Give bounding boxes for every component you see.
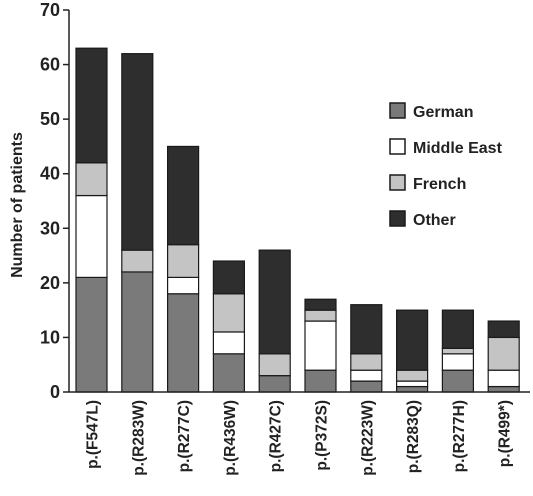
bar-segment: [75, 47, 108, 164]
bar-segment: [304, 298, 337, 311]
legend: German Middle East French Other: [389, 102, 503, 229]
y-tick-label: 0: [50, 382, 60, 402]
x-tick-label: p.(R427C): [268, 400, 285, 472]
bar-segment: [212, 293, 245, 333]
bar-segment: [167, 276, 200, 295]
y-axis-title: Number of patients: [9, 132, 26, 278]
bar-segment: [396, 309, 429, 371]
x-tick-label: p.(R283W): [130, 400, 147, 476]
bar-segment: [304, 369, 337, 393]
bar-segment: [304, 309, 337, 322]
y-tick-label: 20: [40, 273, 60, 293]
y-tick-label: 50: [40, 109, 60, 129]
x-tick-label: p.(R283Q): [405, 400, 422, 473]
bar-segment: [441, 353, 474, 371]
x-tick-label: p.(F547L): [85, 400, 102, 469]
bar-segment: [350, 304, 383, 355]
bar-segment: [258, 249, 291, 355]
bar-segment: [350, 369, 383, 382]
bar-segment: [487, 320, 520, 339]
bar-segment: [396, 369, 429, 382]
bar-segment: [167, 145, 200, 246]
bar-segment: [212, 260, 245, 295]
bar-segment: [121, 249, 154, 273]
bar-segment: [75, 276, 108, 393]
legend-swatch: [389, 210, 406, 227]
bar-segment: [212, 331, 245, 355]
bar-segment: [487, 369, 520, 388]
bar-segment: [396, 385, 429, 393]
legend-swatch: [389, 138, 406, 155]
x-tick-label: p.(R499*): [497, 400, 514, 467]
bar-segment: [487, 385, 520, 393]
bar-segment: [121, 271, 154, 393]
legend-label: French: [413, 176, 466, 193]
y-tick-label: 30: [40, 218, 60, 238]
bar-segment: [75, 194, 108, 279]
y-tick-label: 70: [40, 0, 60, 20]
bar-segment: [441, 309, 474, 349]
bars-layer: [75, 47, 520, 393]
bar-segment: [396, 380, 429, 388]
y-tick-label: 10: [40, 327, 60, 347]
bar-segment: [167, 293, 200, 393]
legend-label: German: [413, 104, 473, 121]
bar-segment: [212, 353, 245, 393]
x-tick-label: p.(P372S): [314, 400, 331, 471]
x-tick-label: p.(R223W): [359, 400, 376, 476]
bar-segment: [167, 244, 200, 279]
y-tick-label: 40: [40, 164, 60, 184]
legend-label: Other: [413, 212, 456, 229]
legend-label: Middle East: [413, 140, 503, 157]
x-tick-label: p.(R277C): [176, 400, 193, 472]
y-tick-label: 60: [40, 55, 60, 75]
bar-segment: [350, 353, 383, 371]
bar-segment: [121, 53, 154, 251]
bar-segment: [350, 380, 383, 393]
legend-swatch: [389, 102, 406, 119]
bar-segment: [75, 162, 108, 197]
x-tick-label: p.(R277H): [451, 400, 468, 472]
bar-segment: [441, 369, 474, 393]
axes-layer: p.(F547L) p.(R283W) p.(R277C) p.(R436W) p.(R…: [9, 0, 530, 476]
bar-segment: [258, 353, 291, 377]
bar-segment: [304, 320, 337, 371]
bar-segment: [441, 347, 474, 355]
x-tick-label: p.(R436W): [222, 400, 239, 476]
legend-swatch: [389, 174, 406, 191]
bar-segment: [258, 375, 291, 393]
bar-segment: [487, 336, 520, 371]
